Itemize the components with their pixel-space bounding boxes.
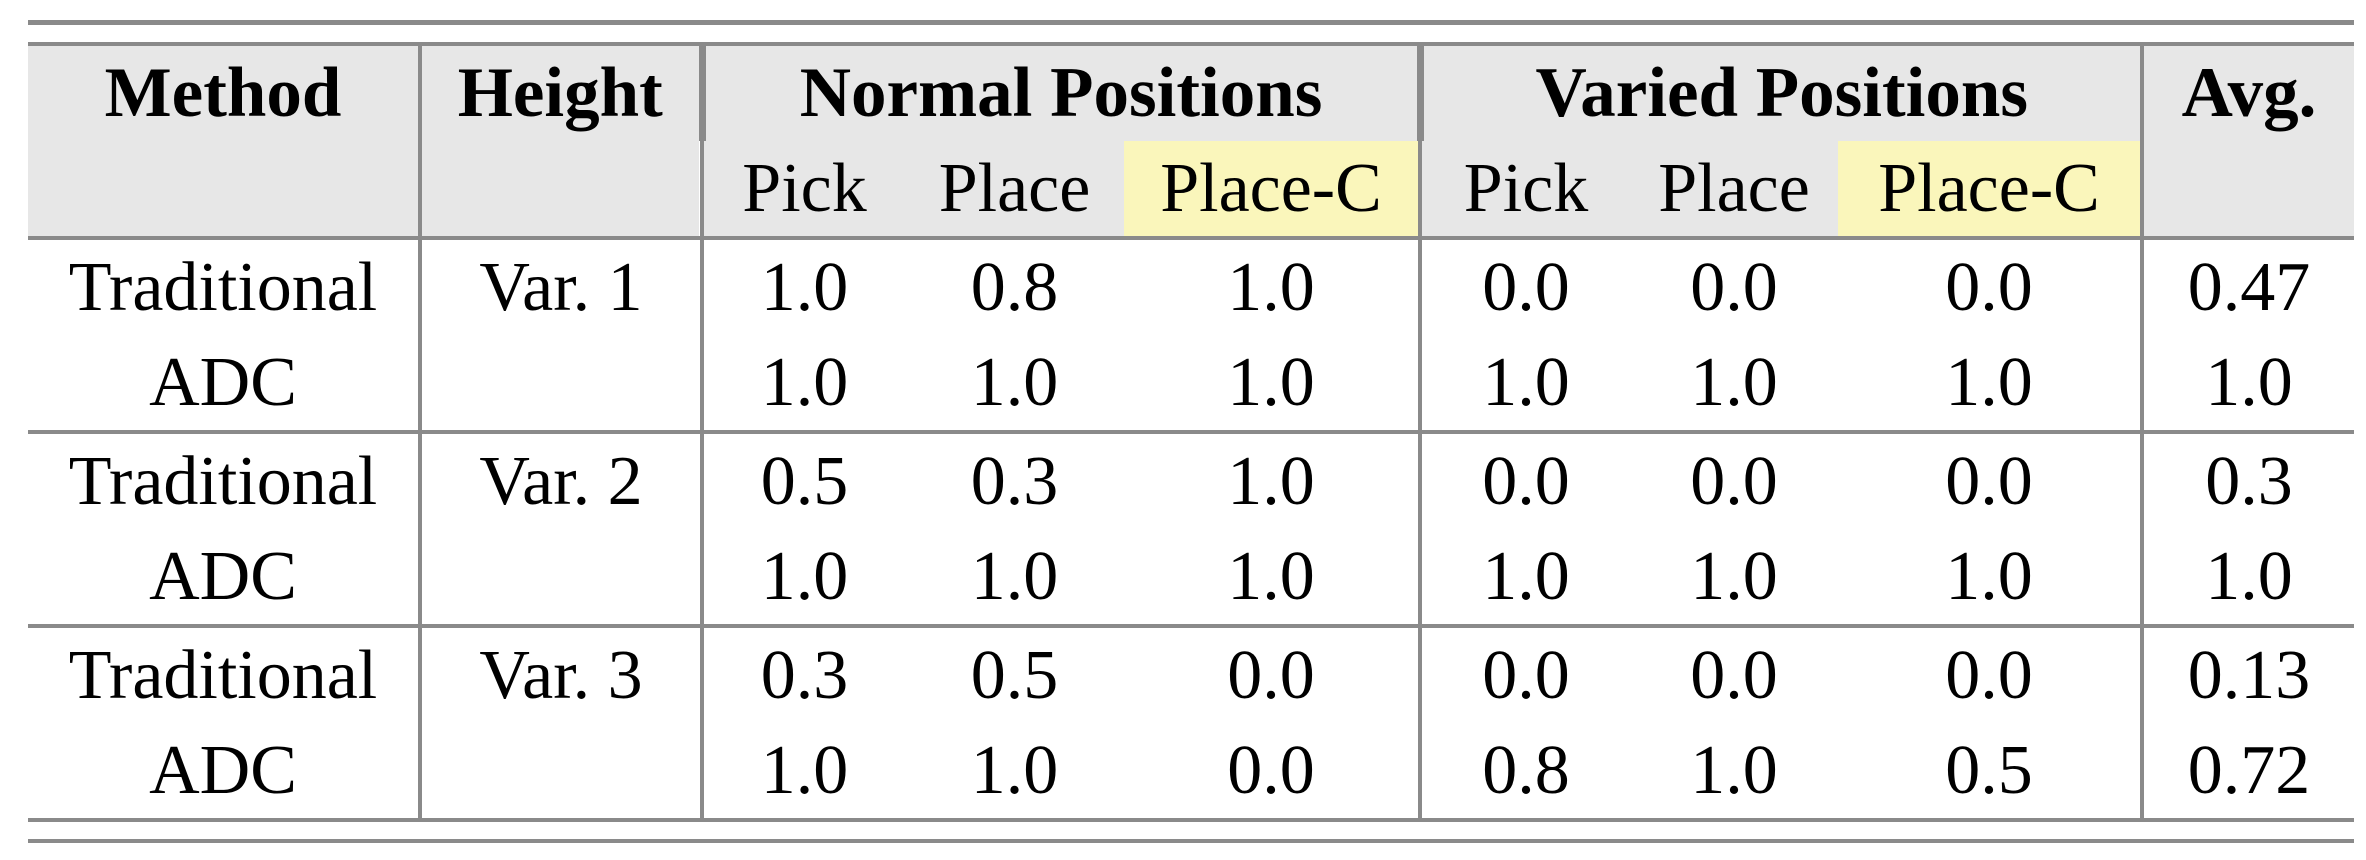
cell-height: Var. 3 <box>418 624 702 822</box>
cell-normal-place-c: 0.0 <box>1124 723 1421 822</box>
cell-varied-place: 0.0 <box>1630 236 1839 335</box>
cell-method: Traditional <box>28 236 420 335</box>
cell-height: Var. 1 <box>418 236 702 432</box>
cell-varied-pick: 0.0 <box>1418 236 1631 335</box>
table-row: ADC 1.0 1.0 1.0 1.0 1.0 1.0 1.0 <box>28 529 2355 626</box>
cell-normal-place: 0.3 <box>905 430 1124 529</box>
cell-normal-place-c: 0.0 <box>1124 624 1421 723</box>
cell-normal-place: 1.0 <box>970 538 1059 615</box>
cell-varied-place-c: 1.0 <box>1945 538 2033 615</box>
cell-varied-place: 1.0 <box>1630 723 1839 822</box>
group-header-normal-positions: Normal Positions <box>698 42 1421 141</box>
table-row: ADC 1.0 1.0 1.0 1.0 1.0 1.0 1.0 <box>28 335 2355 432</box>
subcol-header-normal-place: Place <box>905 141 1124 240</box>
cell-method: ADC <box>149 344 297 421</box>
cell-method: ADC <box>149 538 297 615</box>
cell-normal-pick: 0.3 <box>700 624 905 723</box>
cell-method: Traditional <box>28 430 420 529</box>
cell-varied-pick: 0.0 <box>1418 430 1631 529</box>
col-header-avg: Avg. <box>2140 42 2355 240</box>
table-row: Traditional Var. 1 1.0 0.8 1.0 0.0 0.0 0… <box>28 236 2355 432</box>
cell-normal-place: 1.0 <box>905 723 1124 822</box>
bottom-rule-gap <box>28 822 2354 839</box>
cell-varied-pick: 0.8 <box>1418 723 1631 822</box>
cell-varied-place-c: 0.0 <box>1838 624 2143 723</box>
cell-normal-place: 0.5 <box>905 624 1124 723</box>
cell-normal-place-c: 1.0 <box>1124 430 1421 529</box>
cell-avg: 0.72 <box>2140 723 2355 822</box>
cell-varied-pick: 1.0 <box>1418 529 1631 626</box>
cell-avg: 0.47 <box>2140 236 2355 335</box>
group-header-varied-positions: Varied Positions <box>1416 42 2143 141</box>
top-rule-gap <box>28 25 2354 42</box>
cell-normal-pick: 1.0 <box>700 723 905 822</box>
bottom-outer-rule <box>28 839 2354 843</box>
cell-normal-pick: 1.0 <box>700 529 905 626</box>
cell-varied-pick: 0.0 <box>1418 624 1631 723</box>
table-row: Traditional Var. 2 0.5 0.3 1.0 0.0 0.0 0… <box>28 430 2355 626</box>
cell-varied-place: 1.0 <box>1690 344 1778 421</box>
cell-method: ADC <box>28 723 420 822</box>
cell-normal-pick: 1.0 <box>700 335 905 432</box>
cell-normal-place: 1.0 <box>970 344 1059 421</box>
cell-varied-place-c: 1.0 <box>1945 344 2033 421</box>
table-row: Traditional Var. 3 0.3 0.5 0.0 0.0 0.0 0… <box>28 624 2355 822</box>
cell-method: Traditional <box>28 624 420 723</box>
top-outer-rule <box>28 20 2354 25</box>
cell-normal-pick: 0.5 <box>700 430 905 529</box>
cell-varied-place-c: 0.0 <box>1838 430 2143 529</box>
cell-varied-place-c: 0.0 <box>1838 236 2143 335</box>
cell-avg: 0.3 <box>2140 430 2355 529</box>
col-header-method: Method <box>28 42 420 240</box>
cell-varied-pick: 1.0 <box>1418 335 1631 432</box>
cell-varied-place: 0.0 <box>1630 430 1839 529</box>
cell-varied-place: 0.0 <box>1630 624 1839 723</box>
cell-normal-place-c: 1.0 <box>1124 236 1421 335</box>
cell-normal-pick: 1.0 <box>700 236 905 335</box>
cell-height: Var. 2 <box>418 430 702 626</box>
results-table: Method Height Normal Positions Varied Po… <box>28 42 2355 822</box>
subcol-header-varied-pick: Pick <box>1418 141 1631 240</box>
table-row: ADC 1.0 1.0 0.0 0.8 1.0 0.5 0.72 <box>28 723 2355 822</box>
subcol-header-varied-place: Place <box>1630 141 1839 240</box>
cell-varied-place: 1.0 <box>1690 538 1778 615</box>
subcol-header-normal-place-c-highlighted: Place-C <box>1124 141 1421 240</box>
subcol-header-varied-place-c-highlighted: Place-C <box>1838 141 2143 240</box>
cell-varied-place-c: 0.5 <box>1838 723 2143 822</box>
cell-avg: 1.0 <box>2140 529 2355 626</box>
cell-normal-place: 0.8 <box>905 236 1124 335</box>
cell-normal-place-c: 1.0 <box>1227 344 1315 421</box>
cell-normal-place-c: 1.0 <box>1227 538 1315 615</box>
cell-avg: 1.0 <box>2140 335 2355 432</box>
cell-avg: 0.13 <box>2140 624 2355 723</box>
subcol-header-normal-pick: Pick <box>700 141 905 240</box>
col-header-height: Height <box>418 42 702 240</box>
